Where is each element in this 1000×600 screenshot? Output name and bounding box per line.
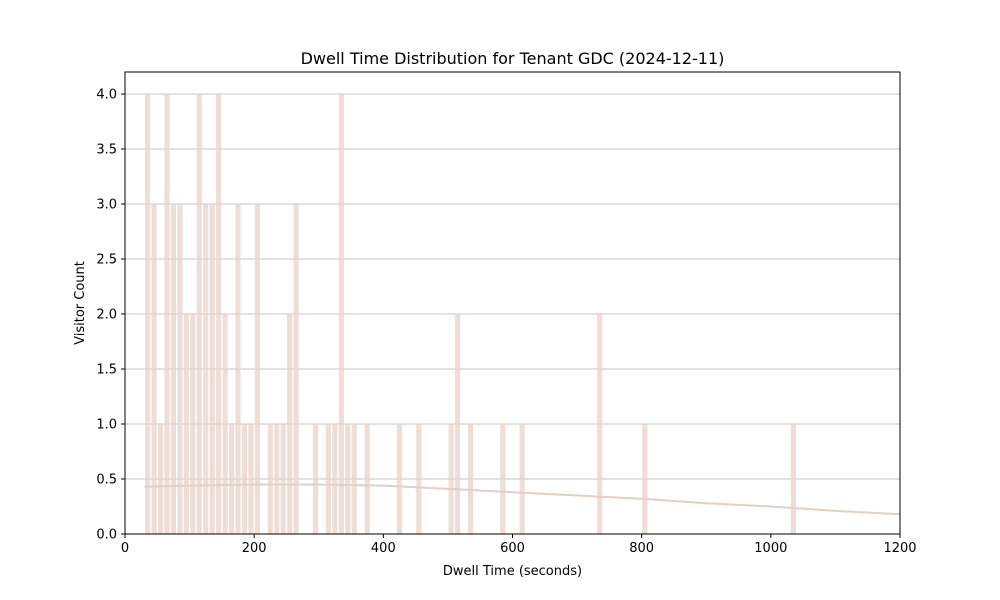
y-tick-label: 2.5 — [96, 253, 117, 268]
chart-title: Dwell Time Distribution for Tenant GDC (… — [301, 49, 725, 68]
histogram-bar — [267, 424, 273, 534]
histogram-bar — [293, 204, 299, 534]
x-axis-ticks: 0 200 400 600 800 1000 1200 — [121, 534, 917, 556]
histogram-bar — [351, 424, 357, 534]
histogram-bar — [235, 204, 241, 534]
y-gridlines — [125, 93, 900, 535]
histogram-bars — [145, 94, 797, 534]
y-tick-label: 3.5 — [96, 143, 117, 158]
histogram-bar — [597, 314, 603, 534]
histogram-bar — [164, 94, 170, 534]
histogram-bar — [345, 424, 351, 534]
histogram-bar — [151, 204, 157, 534]
histogram-bar — [196, 94, 202, 534]
y-tick-label: 1.0 — [96, 418, 117, 433]
histogram-bar — [177, 204, 183, 534]
histogram-bar — [416, 424, 422, 534]
density-curve-layer — [144, 483, 901, 516]
histogram-bar — [455, 314, 461, 534]
histogram-bar — [287, 314, 293, 534]
histogram-bar — [170, 204, 177, 534]
histogram-bar — [145, 94, 151, 534]
histogram-bar — [325, 424, 332, 534]
y-axis-label: Visitor Count — [73, 261, 88, 345]
histogram-bar — [216, 94, 222, 534]
histogram-bar — [222, 314, 228, 534]
y-tick-label: 3.0 — [96, 198, 117, 213]
y-tick-label: 2.0 — [96, 308, 117, 323]
x-tick-label: 1000 — [754, 541, 787, 556]
histogram-bar — [203, 204, 209, 534]
histogram-bar — [467, 424, 474, 534]
density-curve — [144, 483, 901, 516]
histogram-bar — [228, 424, 235, 534]
histogram-bar — [241, 424, 248, 534]
x-tick-label: 600 — [500, 541, 525, 556]
histogram-bar — [448, 424, 454, 534]
plot-frame — [124, 71, 901, 535]
histogram-bar — [338, 94, 344, 534]
y-tick-label: 0.5 — [96, 473, 117, 488]
histogram-bar — [280, 424, 286, 534]
histogram-bar — [248, 424, 254, 534]
histogram-bar — [364, 424, 370, 534]
histogram-bar — [312, 424, 319, 534]
histogram-bar — [254, 204, 260, 534]
x-tick-label: 800 — [629, 541, 654, 556]
y-tick-label: 4.0 — [96, 88, 117, 103]
histogram-bar — [274, 424, 280, 534]
x-tick-label: 1200 — [883, 541, 916, 556]
histogram-bar — [519, 424, 525, 534]
y-axis-ticks: 0.0 0.5 1.0 1.5 2.0 2.5 3.0 3.5 4.0 — [96, 88, 125, 543]
histogram-bar — [332, 424, 338, 534]
histogram-bar — [209, 204, 215, 534]
x-tick-label: 200 — [242, 541, 267, 556]
histogram-bar — [190, 314, 196, 534]
y-tick-label: 0.0 — [96, 528, 117, 543]
histogram-bar — [157, 424, 164, 534]
histogram-bar — [500, 424, 506, 534]
y-tick-label: 1.5 — [96, 363, 117, 378]
x-axis-label: Dwell Time (seconds) — [443, 564, 582, 579]
x-tick-label: 400 — [371, 541, 396, 556]
histogram-bar — [642, 424, 648, 534]
histogram-bar — [396, 424, 403, 534]
histogram-bar — [790, 424, 797, 534]
histogram-bar — [183, 314, 189, 534]
x-tick-label: 0 — [121, 541, 129, 556]
